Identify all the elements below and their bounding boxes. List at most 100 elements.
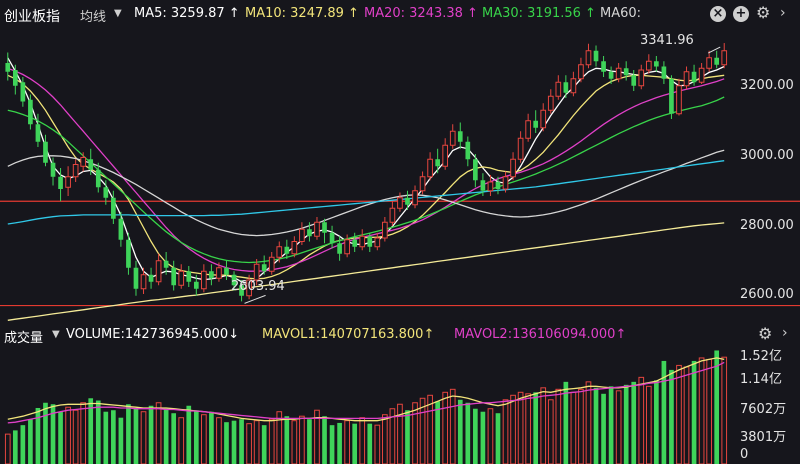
candle bbox=[623, 61, 629, 81]
candle bbox=[510, 152, 516, 181]
volume-bar bbox=[80, 402, 87, 464]
candle-body bbox=[337, 243, 342, 254]
candle bbox=[578, 57, 584, 83]
volume-bar bbox=[163, 408, 169, 464]
candle bbox=[284, 239, 290, 259]
candle-body bbox=[510, 158, 516, 178]
candle-body bbox=[148, 274, 154, 282]
candle bbox=[389, 201, 396, 226]
candle-body bbox=[344, 239, 350, 255]
candlestick-chart[interactable] bbox=[0, 28, 800, 322]
candle bbox=[329, 225, 335, 249]
volume-bar bbox=[601, 393, 606, 464]
volume-bar bbox=[563, 381, 569, 464]
candle-body bbox=[50, 162, 56, 177]
candle-body bbox=[631, 75, 637, 86]
candle bbox=[209, 264, 214, 286]
candle-body bbox=[676, 85, 682, 115]
volume-chart[interactable] bbox=[0, 346, 800, 464]
candle-body bbox=[171, 267, 177, 286]
candle-body bbox=[178, 270, 185, 286]
close-circle-icon[interactable]: × bbox=[710, 6, 726, 22]
candle bbox=[58, 168, 63, 202]
candle bbox=[337, 236, 342, 261]
mavol1-value: MAVOL1:140707163.800↑ bbox=[262, 327, 435, 342]
volume-bar bbox=[547, 399, 554, 464]
candle bbox=[698, 63, 705, 84]
candle bbox=[246, 274, 252, 300]
ma-mode-dropdown[interactable]: 均线 bbox=[80, 10, 107, 25]
chevron-down-icon[interactable]: ▼ bbox=[52, 329, 60, 340]
index-name: 创业板指 bbox=[4, 9, 60, 25]
ma10-value: MA10: 3247.89 ↑ bbox=[245, 6, 359, 21]
collapse-chevron-icon[interactable]: › bbox=[780, 5, 786, 21]
candle bbox=[706, 50, 712, 72]
candle-body bbox=[714, 57, 720, 65]
volume-bar bbox=[442, 391, 449, 464]
volume-bar bbox=[593, 387, 599, 464]
ma60-value: MA60: bbox=[600, 6, 642, 21]
candle bbox=[35, 113, 41, 147]
candle-body bbox=[95, 169, 101, 188]
volume-bar bbox=[329, 425, 335, 464]
candle-body bbox=[163, 260, 169, 268]
candle-body bbox=[555, 81, 562, 97]
candle bbox=[615, 63, 622, 83]
candle-body bbox=[58, 176, 63, 189]
candle-body bbox=[299, 228, 305, 242]
gear-icon[interactable]: ⚙ bbox=[758, 324, 773, 343]
candle bbox=[193, 274, 199, 296]
candle bbox=[50, 157, 56, 186]
plus-circle-icon[interactable]: + bbox=[733, 6, 749, 22]
volume-bar bbox=[669, 369, 674, 464]
candle bbox=[547, 89, 554, 114]
candle bbox=[405, 190, 410, 210]
volume-bar bbox=[186, 405, 192, 464]
candle bbox=[291, 236, 298, 258]
volume-bar bbox=[465, 402, 471, 464]
candle-body bbox=[480, 180, 486, 191]
volume-bar bbox=[502, 399, 509, 464]
ma-line-ma20 bbox=[7, 67, 725, 272]
mavol2-line bbox=[7, 361, 725, 424]
volume-bar bbox=[88, 398, 94, 464]
candle bbox=[140, 267, 147, 294]
candle-body bbox=[517, 137, 524, 160]
candle-body bbox=[533, 120, 539, 128]
volume-bar bbox=[676, 364, 682, 464]
candle-body bbox=[419, 176, 426, 192]
candle-body bbox=[35, 124, 41, 142]
volume-bar bbox=[314, 409, 320, 464]
volume-bar bbox=[261, 425, 267, 464]
candle bbox=[239, 280, 244, 302]
volume-bar bbox=[631, 381, 637, 464]
candle-body bbox=[133, 267, 139, 289]
y-tick-label: 3801万 bbox=[740, 430, 787, 445]
candle bbox=[676, 78, 682, 116]
candle-body bbox=[155, 260, 162, 283]
volume-bar bbox=[171, 413, 177, 464]
volume-bar bbox=[615, 390, 622, 464]
candle bbox=[148, 267, 154, 289]
candle-body bbox=[224, 267, 229, 275]
candle-body bbox=[706, 57, 712, 69]
candle-body bbox=[352, 239, 358, 247]
candle bbox=[721, 43, 728, 69]
candle-body bbox=[43, 141, 48, 163]
volume-bar bbox=[359, 417, 366, 464]
ma-line-long bbox=[7, 222, 725, 321]
chevron-down-icon[interactable]: ▼ bbox=[114, 8, 122, 19]
collapse-chevron-icon[interactable]: › bbox=[782, 325, 788, 341]
candle-body bbox=[449, 130, 456, 146]
volume-bar bbox=[148, 405, 154, 464]
volume-bar bbox=[284, 416, 290, 464]
ma-line-ma5 bbox=[7, 57, 725, 285]
volume-bar bbox=[291, 420, 298, 464]
candle-body bbox=[246, 279, 252, 297]
volume-bar bbox=[103, 411, 109, 464]
volume-bar bbox=[555, 388, 562, 464]
candle-body bbox=[683, 71, 690, 87]
candle-body bbox=[284, 246, 290, 254]
volume-bar bbox=[268, 418, 275, 464]
gear-icon[interactable]: ⚙ bbox=[756, 3, 771, 22]
